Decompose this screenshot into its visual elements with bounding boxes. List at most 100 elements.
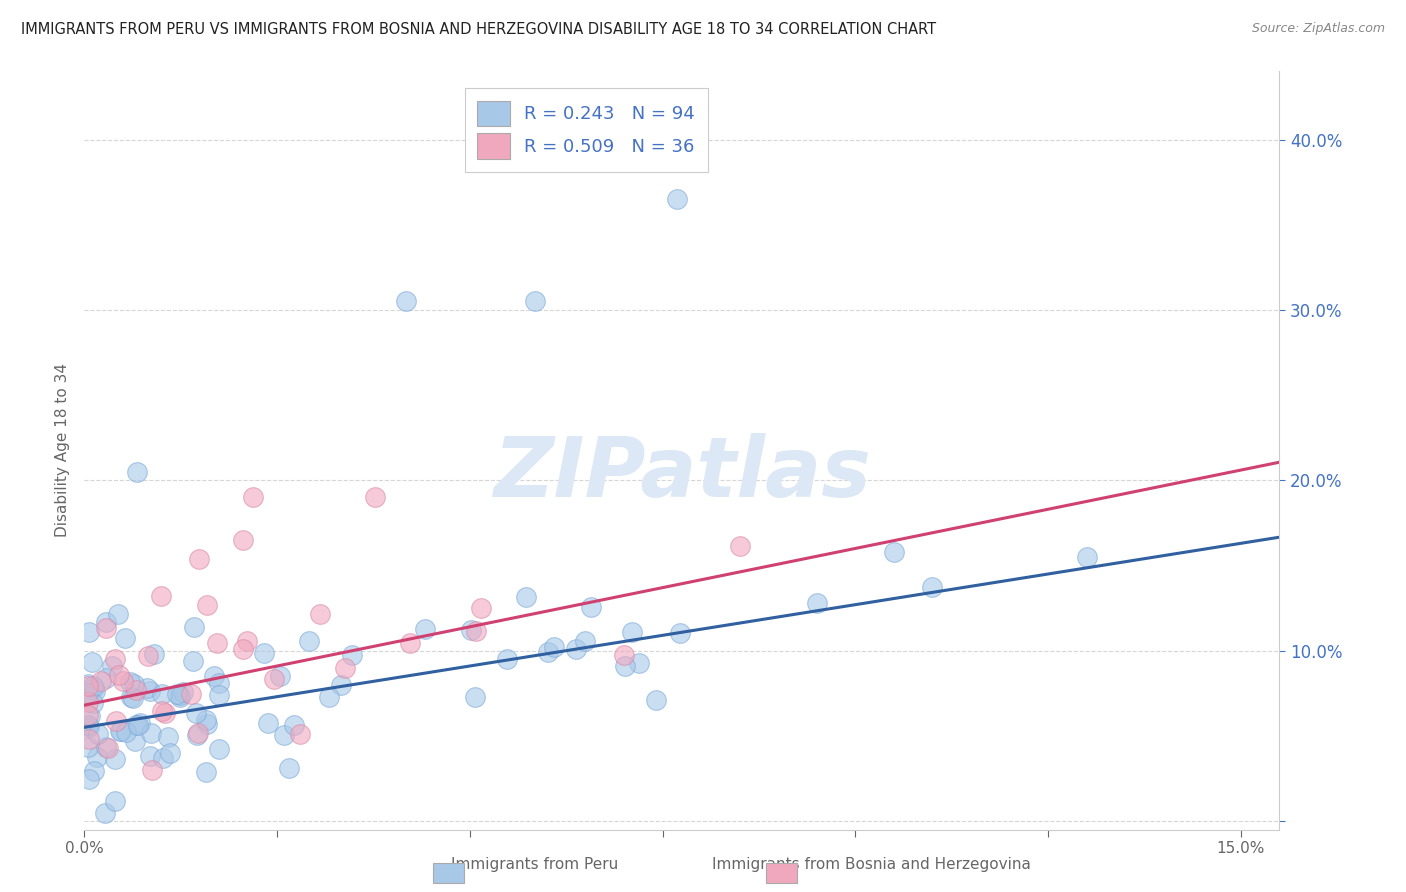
Point [120,690,142,704]
Point [136,648,159,663]
Point [496,652,519,666]
Point [298,634,321,648]
Point [1076,549,1098,564]
Point [253,647,276,661]
Point [138,748,160,763]
Point [169,690,191,705]
Point [627,656,650,670]
Point [77,718,100,732]
Point [187,552,209,566]
Point [184,706,207,720]
Point [83,681,105,695]
Point [77,731,100,746]
Point [94,615,117,629]
Point [90,674,112,689]
Point [574,634,596,648]
Point [202,669,225,683]
Point [100,658,122,673]
Point [127,718,149,732]
Point [187,726,209,740]
Point [115,725,138,739]
Point [150,704,173,718]
Point [195,598,218,612]
Point [309,607,332,622]
Point [139,726,162,740]
Point [283,718,305,732]
Point [79,708,101,723]
Point [94,805,117,820]
Point [77,677,100,691]
Point [94,740,117,755]
Point [613,648,636,662]
Point [104,752,127,766]
Point [87,726,110,740]
Point [82,679,104,693]
Point [579,600,602,615]
Point [77,739,100,754]
Point [413,622,436,636]
Point [82,696,104,710]
Point [883,545,905,559]
Point [278,761,301,775]
Point [399,636,422,650]
Point [122,690,145,705]
Point [290,727,312,741]
Point [83,764,105,778]
Point [565,641,588,656]
Point [242,491,264,505]
Point [460,623,482,637]
Point [122,677,145,691]
Point [104,714,127,729]
Point [806,596,828,610]
Point [728,539,751,553]
Text: ZIPatlas: ZIPatlas [494,433,870,514]
Point [96,671,118,685]
Point [169,688,191,702]
Point [153,706,176,721]
Point [232,642,254,657]
Point [183,620,205,634]
Point [96,621,118,635]
Point [129,715,152,730]
Point [118,674,141,689]
Y-axis label: Disability Age 18 to 34: Disability Age 18 to 34 [55,363,70,538]
Point [152,751,174,765]
Point [97,741,120,756]
Point [236,634,259,648]
Point [77,717,100,731]
Point [257,716,280,731]
Point [395,294,418,309]
Point [77,695,100,709]
Point [183,654,205,668]
Point [543,640,565,654]
Text: Source: ZipAtlas.com: Source: ZipAtlas.com [1251,22,1385,36]
Point [107,607,129,622]
Point [668,625,690,640]
Point [208,688,231,702]
Point [621,625,644,640]
Point [84,683,107,698]
Point [143,647,166,661]
Point [515,590,537,604]
Point [82,655,104,669]
Point [108,724,131,739]
Point [159,747,181,761]
Point [263,672,285,686]
Point [77,720,100,734]
Point [104,652,127,666]
Point [124,734,146,748]
Point [645,693,668,707]
Point [77,625,100,640]
Point [152,687,174,701]
Text: Immigrants from Bosnia and Herzegovina: Immigrants from Bosnia and Herzegovina [713,857,1031,872]
Point [273,728,295,742]
Point [166,687,188,701]
Point [329,678,352,692]
Point [125,718,148,732]
Point [205,636,228,650]
Point [335,661,357,675]
Point [139,684,162,698]
Point [524,294,547,309]
Point [180,687,202,701]
Point [149,589,172,603]
